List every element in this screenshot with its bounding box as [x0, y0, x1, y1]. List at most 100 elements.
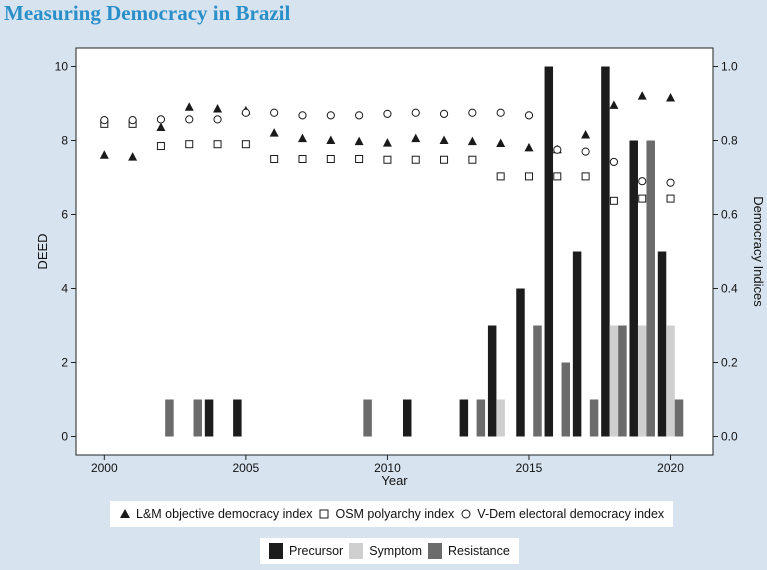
axes-layer: 0 2 4 6 8 10 0.0 0.2 0.4 0.6 0.8 1.0 2000 2005 2010 201…	[55, 60, 738, 476]
y2-tick-label-1.0: 1.0	[721, 60, 738, 74]
lm-point-2012	[439, 135, 449, 144]
legend-label-osm: OSM polyarchy index	[335, 507, 455, 521]
bar-resistance-2016	[561, 362, 571, 437]
osm-point-2014	[496, 172, 505, 181]
legend-label-symptom: Symptom	[369, 544, 422, 558]
resistance-swatch	[427, 543, 442, 559]
lm-point-2010	[382, 138, 392, 147]
vdem-point-2007	[298, 111, 307, 120]
lm-point-2007	[297, 133, 307, 143]
legend-item-precursor: Precursor	[269, 543, 343, 559]
lm-point-2003	[184, 102, 194, 111]
osm-point-2012	[440, 155, 449, 164]
y2-tick-label-0.2: 0.2	[721, 356, 738, 370]
bar-resistance-2013	[476, 399, 486, 437]
vdem-point-2013	[468, 108, 477, 117]
vdem-point-2001	[128, 116, 137, 125]
legend-events: Precursor Symptom Resistance	[260, 538, 519, 564]
vdem-point-2014	[496, 108, 505, 117]
bar-layer	[165, 66, 684, 437]
bar-precursor-2015	[516, 288, 525, 437]
osm-point-2002	[156, 142, 165, 151]
bar-symptom-2018	[609, 325, 619, 437]
vdem-point-2020	[666, 178, 675, 187]
osm-point-2018	[609, 196, 618, 205]
lm-point-2011	[411, 133, 421, 143]
lm-point-2014	[496, 138, 506, 147]
vdem-point-2000	[100, 116, 109, 125]
bar-precursor-2019	[629, 140, 638, 437]
osm-point-2015	[524, 172, 533, 181]
osm-point-2008	[326, 155, 335, 163]
vdem-point-2008	[326, 111, 335, 120]
bar-precursor-2004	[204, 399, 214, 437]
y-tick-label-4: 4	[61, 282, 68, 296]
lm-point-2002	[156, 122, 166, 132]
lm-point-2000	[99, 150, 109, 159]
vdem-point-2019	[638, 177, 647, 186]
circle-marker-icon	[461, 509, 471, 519]
marker-layer	[99, 91, 676, 205]
lm-point-2001	[128, 152, 138, 161]
lm-point-2009	[354, 136, 364, 146]
bar-precursor-2020	[657, 251, 667, 437]
bar-resistance-2017	[589, 399, 599, 437]
vdem-point-2005	[241, 108, 250, 117]
bar-precursor-2017	[572, 251, 582, 437]
vdem-point-2017	[581, 147, 590, 156]
vdem-point-2006	[270, 108, 279, 117]
bar-resistance-2019	[646, 140, 655, 437]
y-tick-label-10: 10	[55, 60, 69, 74]
vdem-point-2015	[524, 111, 534, 120]
x-tick-label-2000: 2000	[91, 461, 118, 475]
y-tick-label-2: 2	[61, 356, 68, 370]
x-axis-label: Year	[381, 473, 408, 488]
osm-point-2005	[241, 140, 250, 149]
vdem-point-2012	[439, 109, 449, 118]
legend-indices: L&M objective democracy index OSM polyar…	[110, 501, 674, 527]
symptom-swatch	[349, 543, 364, 559]
y2-axis-label: Democracy Indices	[751, 196, 766, 307]
bar-resistance-2009	[363, 399, 372, 437]
bar-precursor-2016	[544, 66, 554, 437]
x-tick-label-2010: 2010	[374, 461, 401, 475]
vdem-point-2016	[553, 145, 562, 154]
vdem-point-2018	[609, 157, 619, 167]
lm-point-2004	[213, 104, 223, 113]
y-tick-label-8: 8	[61, 134, 68, 148]
x-tick-label-2015: 2015	[516, 461, 543, 475]
legend-label-lm: L&M objective democracy index	[136, 507, 313, 521]
osm-point-2011	[411, 155, 420, 164]
lm-point-2006	[269, 128, 279, 137]
y2-tick-label-0.4: 0.4	[721, 282, 738, 296]
bar-resistance-2015	[533, 325, 542, 437]
legend-item-osm: OSM polyarchy index	[318, 507, 454, 521]
osm-point-2007	[298, 155, 307, 163]
osm-point-2004	[213, 140, 222, 149]
legend-label-precursor: Precursor	[289, 544, 344, 558]
bar-precursor-2014	[487, 325, 497, 437]
y2-tick-label-0.6: 0.6	[721, 208, 738, 222]
bar-symptom-2019	[637, 325, 647, 437]
lm-point-2008	[326, 135, 336, 144]
precursor-swatch	[269, 543, 283, 559]
page-title: Measuring Democracy in Brazil	[4, 1, 291, 25]
legend-item-lm: L&M objective democracy index	[119, 507, 312, 521]
y2-tick-label-0.8: 0.8	[721, 134, 738, 148]
bar-symptom-2020	[666, 325, 675, 437]
lm-point-2018	[609, 100, 619, 109]
lm-point-2015	[524, 142, 534, 152]
osm-point-2006	[270, 155, 279, 163]
osm-point-2019	[638, 194, 647, 203]
osm-point-2010	[383, 155, 392, 164]
y-tick-label-0: 0	[61, 430, 68, 444]
vdem-point-2011	[411, 108, 420, 117]
lm-point-2019	[637, 91, 647, 100]
bar-resistance-2020	[674, 399, 684, 437]
bar-resistance-2018	[618, 325, 627, 437]
y-axis-label: DEED	[35, 233, 50, 269]
vdem-point-2004	[213, 115, 222, 124]
lm-point-2017	[581, 129, 591, 139]
legend-item-vdem: V-Dem electoral democracy index	[460, 507, 664, 521]
